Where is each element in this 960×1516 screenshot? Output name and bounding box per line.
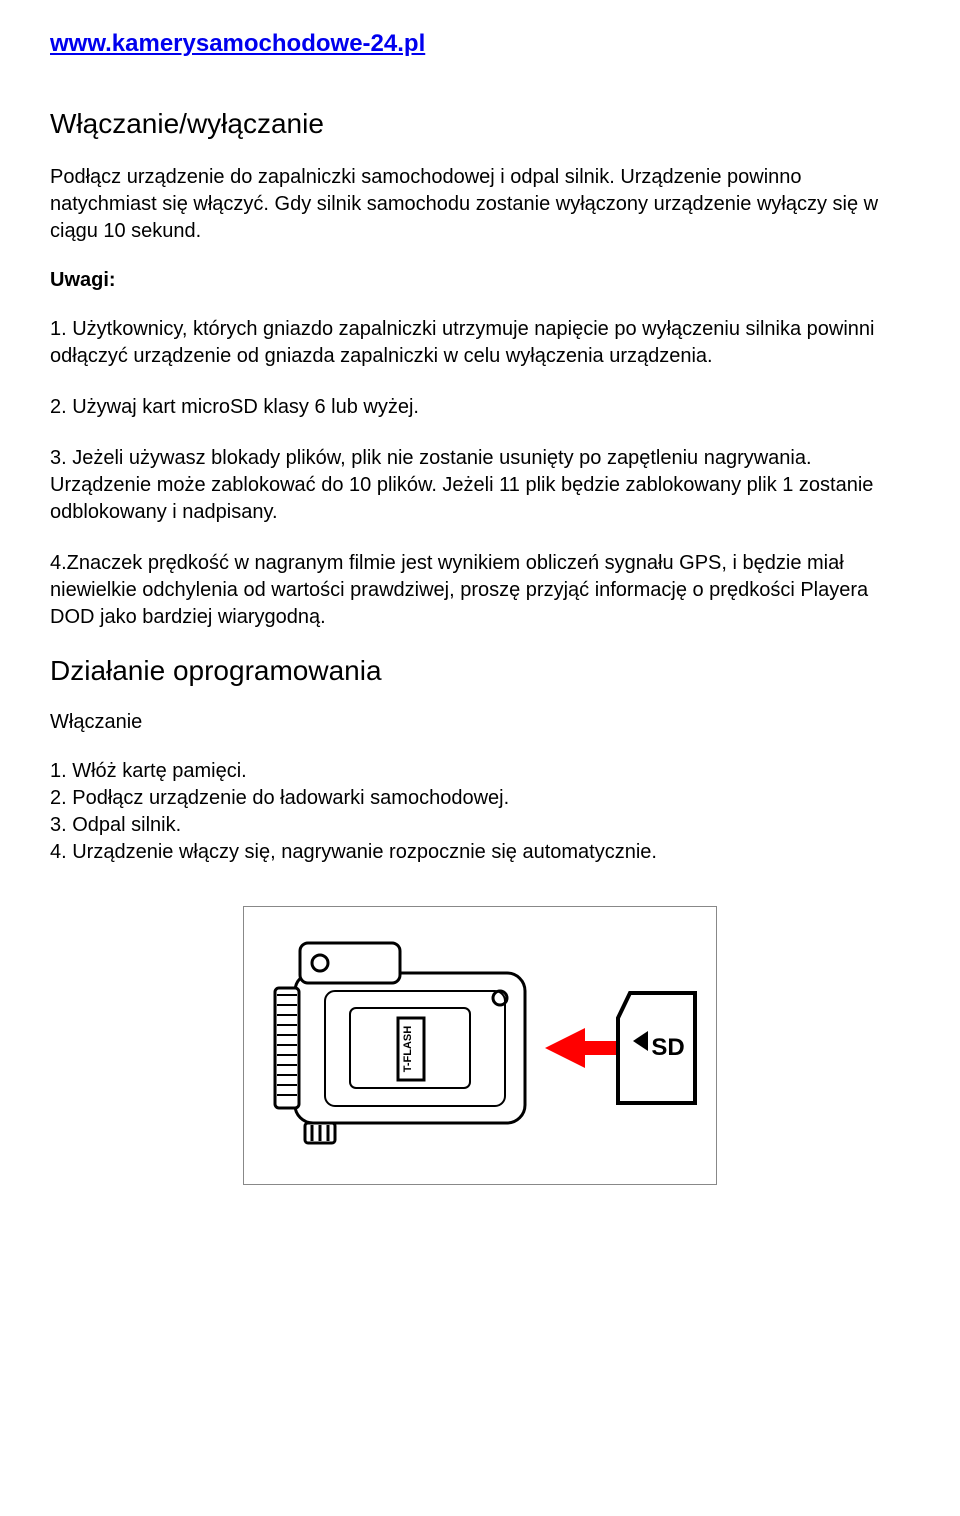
device-sd-diagram: T-FLASH SD bbox=[250, 913, 710, 1173]
site-link[interactable]: www.kamerysamochodowe-24.pl bbox=[50, 30, 910, 58]
note-2: 2. Używaj kart microSD klasy 6 lub wyżej… bbox=[50, 394, 910, 421]
note-3: 3. Jeżeli używasz blokady plików, plik n… bbox=[50, 445, 910, 526]
insert-arrow-icon bbox=[545, 1028, 620, 1068]
step-3: 3. Odpal silnik. bbox=[50, 812, 910, 839]
step-1: 1. Włóż kartę pamięci. bbox=[50, 758, 910, 785]
section-title-power: Włączanie/wyłączanie bbox=[50, 108, 910, 140]
section-title-software: Działanie oprogramowania bbox=[50, 655, 910, 687]
notes-label: Uwagi: bbox=[50, 269, 910, 292]
sd-card-icon: SD bbox=[618, 993, 695, 1103]
step-4: 4. Urządzenie włączy się, nagrywanie roz… bbox=[50, 839, 910, 866]
tflash-label: T-FLASH bbox=[402, 1026, 414, 1072]
step-2: 2. Podłącz urządzenie do ładowarki samoc… bbox=[50, 785, 910, 812]
sd-label: SD bbox=[651, 1034, 684, 1061]
note-1: 1. Użytkownicy, których gniazdo zapalnic… bbox=[50, 316, 910, 370]
power-paragraph: Podłącz urządzenie do zapalniczki samoch… bbox=[50, 164, 910, 245]
diagram-frame: T-FLASH SD bbox=[243, 906, 717, 1185]
note-4: 4.Znaczek prędkość w nagranym filmie jes… bbox=[50, 550, 910, 631]
subtitle-enabling: Włączanie bbox=[50, 711, 910, 734]
diagram-container: T-FLASH SD bbox=[50, 906, 910, 1185]
steps-block: 1. Włóż kartę pamięci. 2. Podłącz urządz… bbox=[50, 758, 910, 866]
